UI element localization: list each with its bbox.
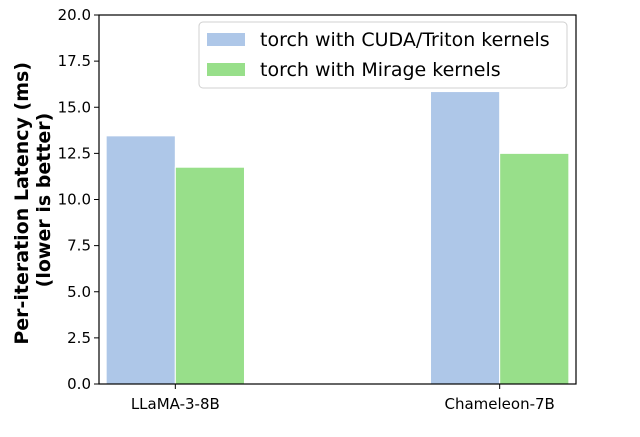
y-tick-label-6: 15.0	[58, 98, 91, 116]
y-axis: 0.0 2.5 5.0 7.5 10.0 12.5 15.0 17.5 20.0	[58, 6, 99, 393]
bar-chameleon-7b-series-1	[499, 152, 570, 385]
legend-label-mirage: torch with Mirage kernels	[260, 59, 501, 81]
y-tick-label-0: 0.0	[67, 375, 91, 393]
y-tick-label-1: 2.5	[67, 329, 91, 347]
y-axis-label-line-2: (lower is better)	[33, 113, 55, 288]
legend-swatch-mirage	[207, 63, 245, 76]
y-axis-label-line-1: Per-iteration Latency (ms)	[11, 62, 33, 345]
y-tick-label-4: 10.0	[58, 191, 91, 209]
bar-llama-3-8b-series-0	[105, 135, 176, 385]
legend-label-cuda: torch with CUDA/Triton kernels	[260, 29, 550, 51]
bars-group	[105, 91, 570, 385]
bar-llama-3-8b-series-1	[174, 166, 245, 385]
bar-chameleon-7b-series-0	[430, 91, 501, 385]
legend-swatch-cuda	[207, 33, 245, 46]
y-tick-label-5: 12.5	[58, 144, 91, 162]
legend: torch with CUDA/Triton kernels torch wit…	[198, 21, 568, 89]
x-axis: LLaMA-3-8B Chameleon-7B	[131, 384, 555, 413]
x-tick-label-1: Chameleon-7B	[445, 395, 555, 413]
y-tick-label-7: 17.5	[58, 52, 91, 70]
y-tick-label-8: 20.0	[58, 6, 91, 24]
y-axis-label: Per-iteration Latency (ms) (lower is bet…	[11, 55, 55, 344]
y-tick-label-2: 5.0	[67, 283, 91, 301]
legend-frame	[198, 21, 568, 89]
x-tick-label-0: LLaMA-3-8B	[131, 395, 220, 413]
y-tick-label-3: 7.5	[67, 237, 91, 255]
